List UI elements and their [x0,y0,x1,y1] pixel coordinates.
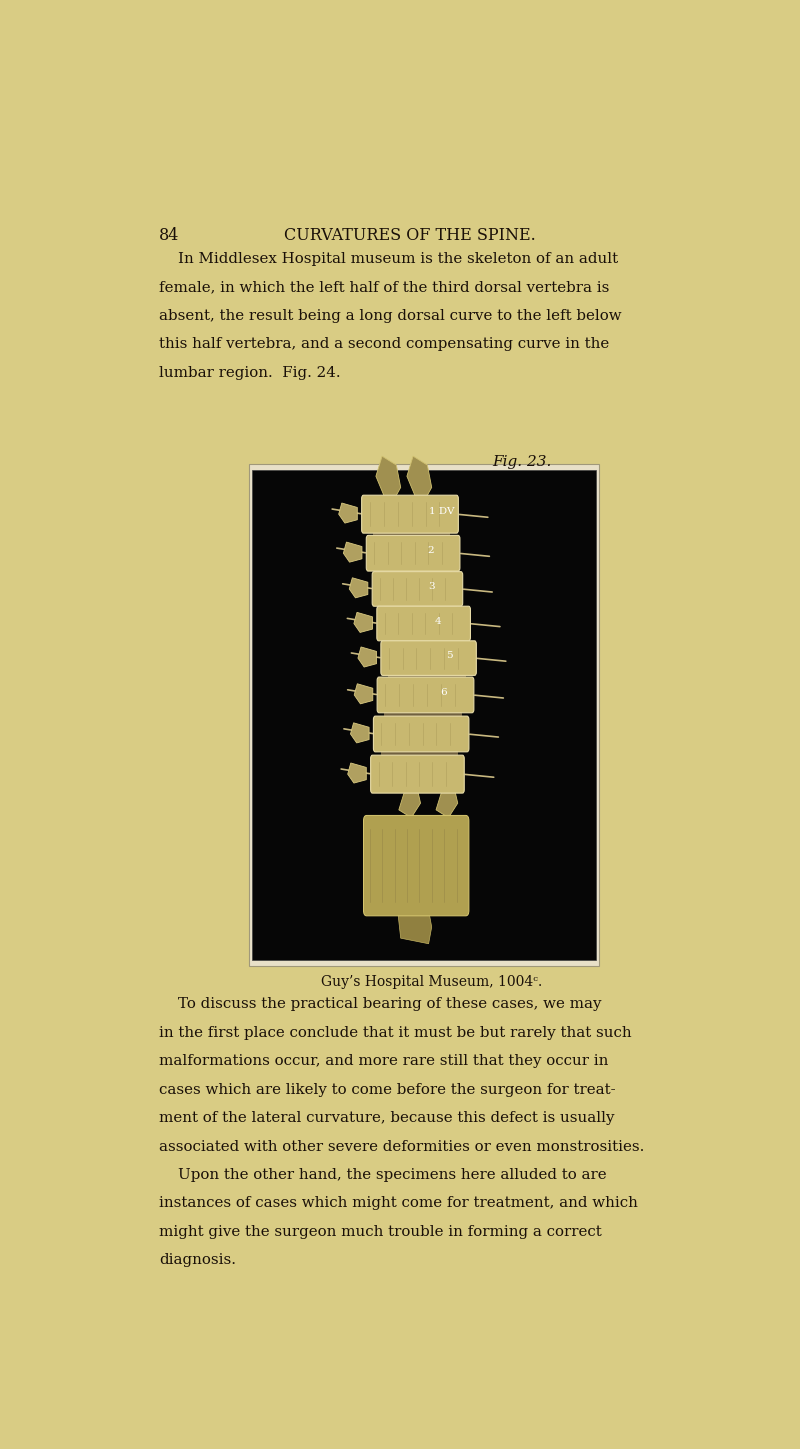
FancyBboxPatch shape [384,601,458,611]
Text: In Middlesex Hospital museum is the skeleton of an adult: In Middlesex Hospital museum is the skel… [159,252,618,267]
Polygon shape [354,684,373,704]
Text: instances of cases which might come for treatment, and which: instances of cases which might come for … [159,1197,638,1210]
FancyBboxPatch shape [388,636,464,646]
FancyBboxPatch shape [388,671,466,682]
FancyBboxPatch shape [362,496,458,533]
FancyBboxPatch shape [370,755,464,793]
Text: cases which are likely to come before the surgeon for treat-: cases which are likely to come before th… [159,1082,615,1097]
Text: 3: 3 [429,582,435,591]
Polygon shape [436,790,458,817]
Polygon shape [399,790,421,817]
FancyBboxPatch shape [366,535,460,571]
Text: 1 DV: 1 DV [429,507,454,516]
Polygon shape [398,910,432,943]
Text: might give the surgeon much trouble in forming a correct: might give the surgeon much trouble in f… [159,1224,602,1239]
Text: 2: 2 [427,546,434,555]
FancyBboxPatch shape [377,606,470,640]
Text: Guy’s Hospital Museum, 1004ᶜ.: Guy’s Hospital Museum, 1004ᶜ. [321,975,542,990]
Text: lumbar region.  Fig. 24.: lumbar region. Fig. 24. [159,365,341,380]
Text: 5: 5 [446,652,453,661]
Text: ment of the lateral curvature, because this defect is usually: ment of the lateral curvature, because t… [159,1111,614,1124]
Polygon shape [350,578,368,598]
FancyBboxPatch shape [249,464,599,966]
Text: Upon the other hand, the specimens here alluded to are: Upon the other hand, the specimens here … [159,1168,606,1182]
Polygon shape [407,456,432,498]
FancyBboxPatch shape [374,716,469,752]
Polygon shape [338,503,358,523]
Text: associated with other severe deformities or even monstrosities.: associated with other severe deformities… [159,1139,644,1153]
Polygon shape [343,542,362,562]
Polygon shape [354,613,373,632]
Text: Fig. 23.: Fig. 23. [492,455,551,469]
Text: female, in which the left half of the third dorsal vertebra is: female, in which the left half of the th… [159,281,610,294]
Text: 4: 4 [435,617,442,626]
Polygon shape [350,723,369,743]
Text: 6: 6 [440,688,446,697]
Text: malformations occur, and more rare still that they occur in: malformations occur, and more rare still… [159,1055,608,1068]
FancyBboxPatch shape [381,748,458,761]
FancyBboxPatch shape [381,640,476,675]
FancyBboxPatch shape [384,709,462,720]
FancyBboxPatch shape [372,572,462,606]
FancyBboxPatch shape [377,677,474,713]
Text: in the first place conclude that it must be but rarely that such: in the first place conclude that it must… [159,1026,631,1040]
FancyBboxPatch shape [363,816,469,916]
Text: CURVATURES OF THE SPINE.: CURVATURES OF THE SPINE. [284,227,536,245]
Text: this half vertebra, and a second compensating curve in the: this half vertebra, and a second compens… [159,338,609,351]
Text: 84: 84 [159,227,179,245]
FancyBboxPatch shape [374,527,450,539]
Text: To discuss the practical bearing of these cases, we may: To discuss the practical bearing of thes… [159,997,602,1011]
Polygon shape [376,456,401,498]
FancyBboxPatch shape [378,565,452,577]
FancyBboxPatch shape [252,469,596,961]
Polygon shape [348,764,366,782]
Text: absent, the result being a long dorsal curve to the left below: absent, the result being a long dorsal c… [159,309,622,323]
Text: diagnosis.: diagnosis. [159,1253,236,1268]
Polygon shape [358,646,377,667]
